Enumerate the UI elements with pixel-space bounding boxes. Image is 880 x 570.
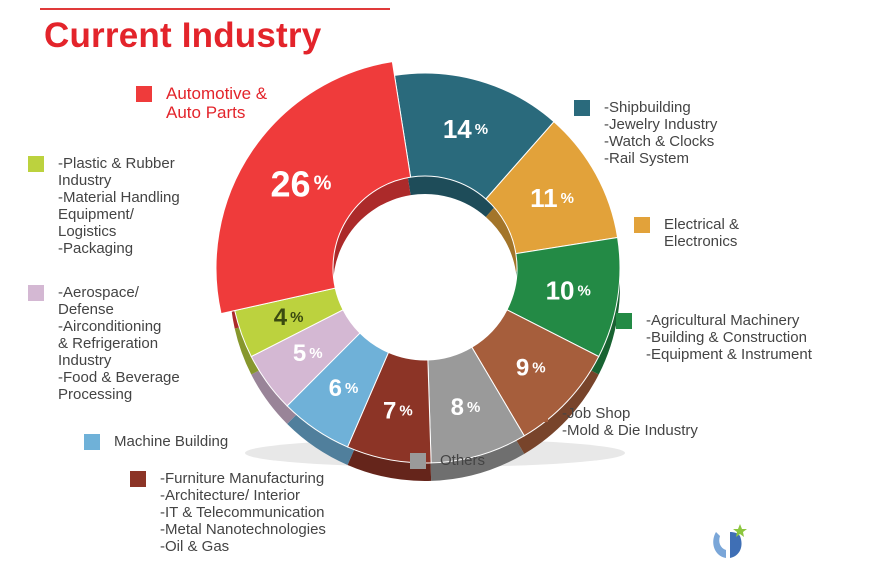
legend-line: -Oil & Gas (160, 538, 230, 555)
legend-line: -Material Handling (58, 189, 180, 206)
legend-text: Automotive & Auto Parts (166, 84, 267, 122)
legend-line: Processing (58, 386, 133, 403)
legend-line: -Mold & Die Industry (562, 422, 698, 439)
legend-swatch (28, 156, 44, 172)
legend-line: -Metal Nanotechnologies (160, 521, 326, 538)
slice-label-plastic: 4% (274, 304, 304, 331)
legend-line: -Watch & Clocks (604, 133, 715, 150)
company-logo-icon (713, 524, 747, 558)
legend-line: Automotive & (166, 84, 268, 103)
legend-text: -Shipbuilding -Jewelry Industry -Watch & C… (604, 99, 717, 167)
slice-automotive (215, 61, 412, 315)
legend-line: -Airconditioning (58, 318, 162, 335)
legend-swatch (84, 434, 100, 450)
title-underline (40, 8, 390, 10)
legend-text: Others (440, 452, 485, 469)
slice-label-shipbuilding: 14% (443, 114, 488, 144)
legend-text: -Furniture Manufacturing -Architecture/ I… (160, 470, 326, 555)
legend-text: Electrical & Electronics (664, 216, 739, 250)
legend-line: -Shipbuilding (604, 99, 691, 116)
legend-text: -Agricultural Machinery -Building & Const… (646, 312, 812, 363)
legend-swatch (410, 453, 426, 469)
slice-label-agricultural: 10% (546, 276, 591, 306)
slice-label-machine: 6% (329, 374, 359, 401)
legend-line: -Agricultural Machinery (646, 312, 800, 329)
legend-line: -Job Shop (562, 405, 631, 422)
legend-line: Equipment/ (58, 206, 134, 223)
legend-line: Defense (58, 301, 114, 318)
legend-text: -Plastic & Rubber Industry -Material Handl… (58, 155, 180, 257)
legend-line: Machine Building (114, 433, 229, 450)
legend-text: Machine Building (114, 433, 228, 450)
legend-line: -Architecture/ Interior (160, 487, 301, 504)
legend-line: Industry (58, 352, 112, 369)
legend-swatch (616, 313, 632, 329)
legend-line: -Packaging (58, 240, 134, 257)
slice-label-electrical: 11% (530, 183, 574, 213)
legend-swatch (634, 217, 650, 233)
legend-line: Industry (58, 172, 112, 189)
legend-line: -Plastic & Rubber (58, 155, 175, 172)
legend-line: -Rail System (604, 150, 690, 167)
legend-text: -Job Shop -Mold & Die Industry (562, 405, 698, 439)
legend-swatch (130, 471, 146, 487)
legend-line: -Building & Construction (646, 329, 807, 346)
legend-line: -IT & Telecommunication (160, 504, 325, 521)
legend-line: Others (440, 452, 486, 469)
legend-line: Electrical & (664, 216, 740, 233)
slice-label-jobshop: 9% (516, 354, 546, 381)
legend-line: & Refrigeration (58, 335, 159, 352)
page-title: Current Industry (44, 16, 322, 55)
legend-line: -Jewelry Industry (604, 116, 718, 133)
slice-label-furniture: 7% (383, 397, 413, 424)
legend-line: -Equipment & Instrument (646, 346, 812, 363)
legend-line: -Furniture Manufacturing (160, 470, 325, 487)
slice-label-automotive: 26% (271, 163, 332, 204)
legend-text: -Aerospace/Defense -Airconditioning & Refr… (58, 284, 180, 403)
legend-swatch (574, 100, 590, 116)
legend-line: Auto Parts (166, 103, 246, 122)
slice-label-others: 8% (451, 394, 481, 421)
legend-swatch (136, 86, 152, 102)
legend-swatch (28, 285, 44, 301)
legend-line: -Aerospace/ (58, 284, 139, 301)
legend-line: -Food & Beverage (58, 369, 180, 386)
slice-label-aerospace: 5% (293, 340, 323, 367)
legend-swatch (532, 406, 548, 422)
legend-line: Logistics (58, 223, 117, 240)
legend-line: Electronics (664, 233, 738, 250)
